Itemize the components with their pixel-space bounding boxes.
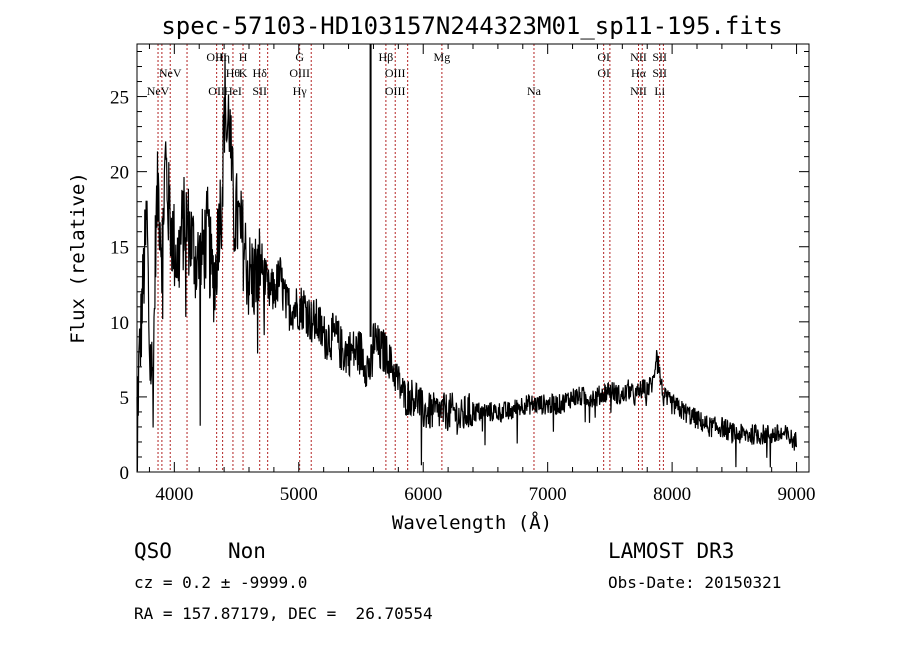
emission-line-label: NII [630, 50, 647, 64]
emission-line-label: Hα [631, 66, 647, 80]
emission-line-label: SII [252, 84, 267, 98]
y-tick-label: 20 [110, 163, 129, 184]
emission-line-label: K [239, 66, 248, 80]
y-tick-label: 5 [120, 388, 130, 409]
x-tick-label: 8000 [653, 484, 691, 505]
emission-line-label: OIII [206, 50, 227, 64]
object-subclass: Non [228, 539, 266, 563]
emission-line-label: NeV [147, 84, 170, 98]
emission-line-label: Hδ [253, 66, 268, 80]
object-class: QSO [134, 539, 172, 563]
x-axis-label: Wavelength (Å) [392, 511, 552, 534]
x-tick-label: 5000 [280, 484, 318, 505]
emission-line-label: NII [630, 84, 647, 98]
y-tick-label: 25 [110, 88, 129, 109]
redshift-cz: cz = 0.2 ± -9999.0 [134, 573, 307, 592]
emission-line-label: Hθ [226, 66, 241, 80]
emission-line-label: NeV [159, 66, 182, 80]
emission-line-label: SII [652, 50, 667, 64]
emission-line-label: OIII [385, 84, 406, 98]
y-tick-label: 0 [120, 463, 130, 484]
emission-line-label: Hβ [378, 50, 393, 64]
emission-line-label: OI [597, 66, 610, 80]
x-tick-label: 9000 [778, 484, 816, 505]
x-tick-label: 7000 [529, 484, 567, 505]
y-tick-label: 15 [110, 238, 129, 259]
spectrum-line [136, 54, 797, 472]
emission-line-label: Hγ [293, 84, 308, 98]
emission-line-label: OIII [289, 66, 310, 80]
emission-line-labels: NeV NeV OIII OII Hη Hθ HeI HK Hδ SII G OIII Hγ Hβ OIII… [147, 50, 667, 98]
observation-date: Obs-Date: 20150321 [608, 573, 781, 592]
emission-line-label: OII [208, 84, 225, 98]
emission-line-label: H [239, 50, 248, 64]
ra-dec: RA = 157.87179, DEC = 26.70554 [134, 604, 433, 623]
x-tick-label: 6000 [404, 484, 442, 505]
emission-line-label: SII [652, 66, 667, 80]
emission-line-label: HeI [224, 84, 242, 98]
axis-ticks: 4000 5000 6000 7000 8000 9000 0 5 10 15 20 25 [110, 44, 816, 505]
emission-line-label: Na [527, 84, 542, 98]
x-tick-label: 4000 [155, 484, 193, 505]
emission-line-label: G [295, 50, 304, 64]
y-tick-label: 10 [110, 313, 129, 334]
emission-line-label: Hη [215, 50, 230, 64]
y-axis-label: Flux (relative) [67, 172, 89, 344]
emission-line-label: OIII [385, 66, 406, 80]
survey-name: LAMOST DR3 [608, 539, 734, 563]
emission-line-label: Li [654, 84, 665, 98]
emission-line-label: Mg [434, 50, 451, 64]
emission-line-label: OI [597, 50, 610, 64]
chart-title: spec-57103-HD103157N244323M01_sp11-195.f… [161, 12, 782, 40]
